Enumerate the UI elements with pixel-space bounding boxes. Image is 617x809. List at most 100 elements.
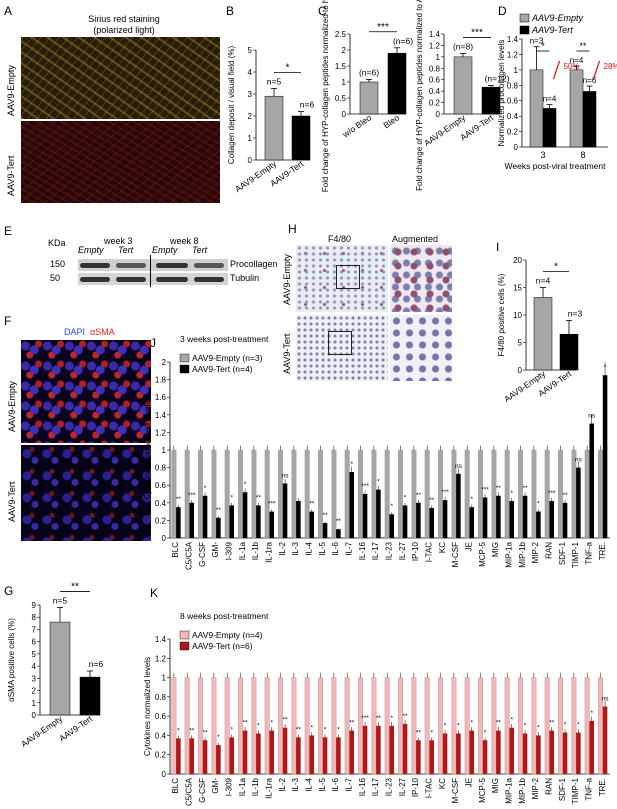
J-sig-1: *** — [188, 492, 196, 499]
J-bar-10-1 — [309, 511, 314, 538]
J-xtick-label-24: MIG — [491, 542, 500, 557]
K-sig-9: ** — [296, 726, 302, 733]
C1-xtick-label-1: Bleo — [381, 112, 401, 130]
K-xtick-label-11: IL-5 — [318, 777, 327, 791]
K-ytick-label-5: 1 — [162, 674, 167, 683]
blot-week3-label: week 3 — [104, 236, 133, 246]
K-xtick-label-15: IL-17 — [371, 777, 380, 796]
D-legend-label-1: AAV9-Tert — [531, 25, 573, 35]
K-xtick-label-22: JE — [464, 778, 473, 787]
J-xtick-label-28: RAN — [544, 542, 553, 559]
J-xtick-label-26: MIP-1b — [518, 541, 527, 567]
G-ytick-label-8: 8 — [32, 613, 37, 622]
K-bar-26-1 — [522, 733, 528, 774]
J-ytick-label-7: 1.4 — [155, 411, 167, 420]
K-sig-4: * — [230, 726, 233, 733]
blot-lanes: Empty Tert Empty Tert — [78, 245, 228, 287]
K-bar-4-1 — [229, 737, 234, 774]
K-bar-26-0 — [518, 677, 523, 775]
K-xtick-label-10: IL-4 — [304, 777, 313, 791]
D-bar-1-0 — [569, 69, 584, 148]
B-ylabel: Collagen deposit / visual field (%) — [227, 46, 236, 165]
panel-a-label: A — [4, 4, 13, 18]
K-bar-31-0 — [584, 677, 590, 775]
K-sig-21: * — [457, 723, 460, 730]
J-bar-14-0 — [358, 449, 363, 539]
K-sig-15: ** — [376, 715, 382, 722]
I-ytick-label-2: 10 — [513, 311, 522, 320]
I-bar-0 — [533, 297, 553, 371]
D-legend-swatch-1 — [519, 25, 530, 35]
D-bar-0-0 — [529, 69, 544, 148]
K-sig-25: * — [510, 717, 513, 724]
K-bar-2-0 — [198, 677, 203, 775]
J-xtick-label-12: IL-6 — [331, 541, 340, 555]
K-ytick-label-3: 0.6 — [155, 712, 167, 721]
J-bar-16-0 — [384, 449, 390, 539]
D-xlabel: Weeks post-viral treatment — [505, 161, 607, 171]
J-bar-31-1 — [589, 423, 594, 538]
B-n-label-0: n=5 — [267, 77, 282, 87]
K-bar-30-0 — [571, 677, 577, 775]
G-ytick-label-1: 1 — [32, 699, 37, 708]
K-bar-2-1 — [202, 740, 208, 774]
J-ylabel: Cytokines normalized levels — [143, 400, 152, 499]
K-bar-28-1 — [549, 730, 554, 774]
C2-ytick-label-7: 1.4 — [429, 30, 441, 39]
K-xtick-label-16: IL-23 — [384, 777, 393, 796]
J-sig-17: * — [404, 494, 407, 501]
K-xtick-label-6: IL-1b — [251, 777, 260, 796]
K-bar-15-1 — [376, 725, 381, 774]
J-xtick-label-19: I-TAC — [424, 542, 433, 563]
D-arrow-1 — [592, 60, 601, 80]
J-xtick-label-2: G-CSF — [198, 542, 207, 567]
K-bar-29-1 — [562, 732, 568, 774]
J-bar-2-1 — [202, 495, 208, 538]
J-bar-5-0 — [238, 449, 243, 539]
K-bar-12-0 — [331, 677, 337, 775]
J-bar-19-0 — [424, 449, 430, 539]
J-bar-2-0 — [198, 449, 203, 539]
J-bar-9-0 — [291, 449, 297, 539]
C2-ytick-label-0: 0 — [436, 110, 441, 119]
panel-g-label: G — [4, 584, 14, 598]
K-bar-13-1 — [349, 730, 354, 774]
J-bar-32-1 — [602, 375, 608, 538]
G-ytick-label-6: 6 — [32, 638, 37, 647]
J-bar-27-0 — [531, 449, 537, 539]
panel-f-label: F — [4, 314, 12, 328]
G-ylabel: αSMA positive cells (%) — [7, 618, 16, 702]
K-sig-30: * — [577, 722, 580, 729]
J-bar-7-1 — [269, 511, 274, 538]
K-xtick-label-24: MIG — [491, 778, 500, 793]
K-sig-24: ** — [496, 720, 502, 727]
J-xtick-label-13: IL-7 — [344, 541, 353, 555]
I-n-label-1: n=3 — [568, 309, 583, 319]
D-n-label-0: n=3 — [530, 37, 544, 46]
K-bar-30-1 — [576, 732, 581, 774]
panel-a-title-line2: (polarized light) — [93, 25, 155, 35]
J-xtick-label-32: TRE. — [598, 542, 607, 560]
J-sig-10: ** — [309, 501, 315, 508]
J-sig-28: *** — [548, 490, 556, 497]
K-bar-23-1 — [482, 740, 488, 774]
C2-n-label-0: (n=8) — [453, 41, 473, 51]
panel-j-label: J — [150, 336, 156, 350]
J-bar-13-1 — [349, 472, 354, 538]
J-xtick-label-31: TNF-a — [584, 541, 593, 564]
K-xtick-label-19: I-TAC — [424, 778, 433, 799]
B-ytick-label-3: 3 — [248, 90, 253, 99]
J-xtick-label-15: IL-17 — [371, 541, 380, 560]
G-n-label-1: n=6 — [89, 659, 104, 669]
J-title: 3 weeks post-treatment — [180, 334, 269, 344]
if-asma-tert-image — [21, 445, 151, 541]
I-n-label-0: n=4 — [536, 276, 551, 286]
K-bar-1-1 — [189, 738, 194, 774]
J-bar-0-1 — [176, 507, 181, 538]
D-ytick-label-0: 0 — [514, 143, 519, 152]
J-bar-28-1 — [549, 501, 554, 538]
K-xtick-label-20: KC — [438, 778, 447, 789]
K-bar-8-0 — [278, 677, 283, 775]
C1-sig-label: *** — [377, 22, 389, 33]
K-xtick-label-9: IL-3 — [291, 777, 300, 791]
